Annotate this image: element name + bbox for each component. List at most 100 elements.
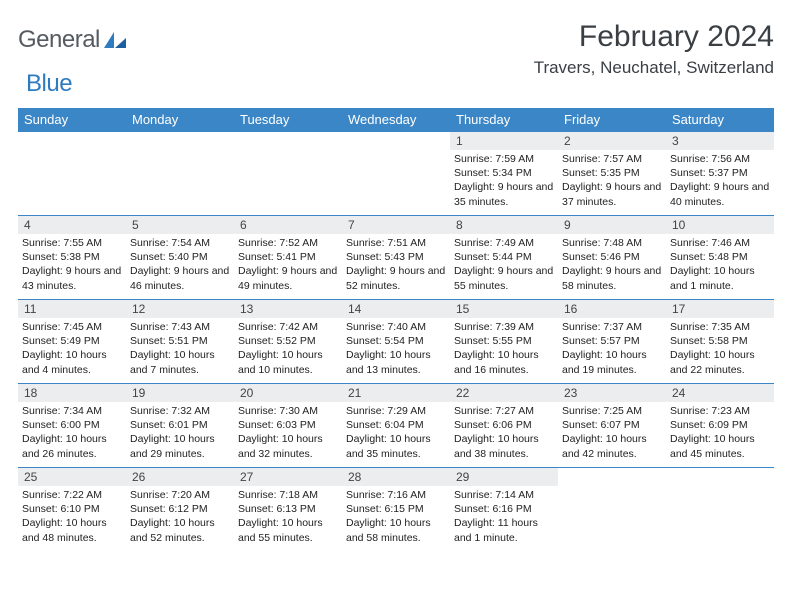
day-number: 9 — [558, 216, 666, 234]
day-number: 16 — [558, 300, 666, 318]
brand-name-2: Blue — [26, 70, 72, 98]
calendar-cell: 24Sunrise: 7:23 AMSunset: 6:09 PMDayligh… — [666, 384, 774, 468]
day-details: Sunrise: 7:48 AMSunset: 5:46 PMDaylight:… — [558, 234, 666, 297]
calendar-cell — [558, 468, 666, 552]
weekday-header: Tuesday — [234, 108, 342, 132]
calendar-cell: 3Sunrise: 7:56 AMSunset: 5:37 PMDaylight… — [666, 132, 774, 216]
calendar-cell — [666, 468, 774, 552]
day-details: Sunrise: 7:22 AMSunset: 6:10 PMDaylight:… — [18, 486, 126, 549]
day-details: Sunrise: 7:49 AMSunset: 5:44 PMDaylight:… — [450, 234, 558, 297]
day-details: Sunrise: 7:52 AMSunset: 5:41 PMDaylight:… — [234, 234, 342, 297]
day-number: 10 — [666, 216, 774, 234]
day-number: 2 — [558, 132, 666, 150]
day-details: Sunrise: 7:45 AMSunset: 5:49 PMDaylight:… — [18, 318, 126, 381]
day-details: Sunrise: 7:46 AMSunset: 5:48 PMDaylight:… — [666, 234, 774, 297]
calendar-cell: 2Sunrise: 7:57 AMSunset: 5:35 PMDaylight… — [558, 132, 666, 216]
day-details: Sunrise: 7:18 AMSunset: 6:13 PMDaylight:… — [234, 486, 342, 549]
day-details: Sunrise: 7:29 AMSunset: 6:04 PMDaylight:… — [342, 402, 450, 465]
day-details: Sunrise: 7:34 AMSunset: 6:00 PMDaylight:… — [18, 402, 126, 465]
calendar-cell: 18Sunrise: 7:34 AMSunset: 6:00 PMDayligh… — [18, 384, 126, 468]
day-number: 23 — [558, 384, 666, 402]
calendar-cell: 25Sunrise: 7:22 AMSunset: 6:10 PMDayligh… — [18, 468, 126, 552]
day-details: Sunrise: 7:23 AMSunset: 6:09 PMDaylight:… — [666, 402, 774, 465]
brand-name-1: General — [18, 26, 100, 54]
day-number: 13 — [234, 300, 342, 318]
day-number: 4 — [18, 216, 126, 234]
calendar-cell: 5Sunrise: 7:54 AMSunset: 5:40 PMDaylight… — [126, 216, 234, 300]
day-details: Sunrise: 7:20 AMSunset: 6:12 PMDaylight:… — [126, 486, 234, 549]
calendar-cell — [18, 132, 126, 216]
calendar-cell: 13Sunrise: 7:42 AMSunset: 5:52 PMDayligh… — [234, 300, 342, 384]
calendar-cell: 26Sunrise: 7:20 AMSunset: 6:12 PMDayligh… — [126, 468, 234, 552]
day-details: Sunrise: 7:56 AMSunset: 5:37 PMDaylight:… — [666, 150, 774, 213]
day-details: Sunrise: 7:54 AMSunset: 5:40 PMDaylight:… — [126, 234, 234, 297]
weekday-header: Sunday — [18, 108, 126, 132]
day-details: Sunrise: 7:32 AMSunset: 6:01 PMDaylight:… — [126, 402, 234, 465]
calendar-cell: 21Sunrise: 7:29 AMSunset: 6:04 PMDayligh… — [342, 384, 450, 468]
calendar-cell: 28Sunrise: 7:16 AMSunset: 6:15 PMDayligh… — [342, 468, 450, 552]
weekday-header: Monday — [126, 108, 234, 132]
calendar-body: 1Sunrise: 7:59 AMSunset: 5:34 PMDaylight… — [18, 132, 774, 552]
weekday-header: Saturday — [666, 108, 774, 132]
calendar-cell — [126, 132, 234, 216]
calendar-cell: 10Sunrise: 7:46 AMSunset: 5:48 PMDayligh… — [666, 216, 774, 300]
day-details: Sunrise: 7:43 AMSunset: 5:51 PMDaylight:… — [126, 318, 234, 381]
calendar-cell: 23Sunrise: 7:25 AMSunset: 6:07 PMDayligh… — [558, 384, 666, 468]
title-block: February 2024 Travers, Neuchatel, Switze… — [534, 20, 774, 78]
sail-icon — [102, 30, 128, 50]
day-number: 22 — [450, 384, 558, 402]
day-number: 8 — [450, 216, 558, 234]
page-title: February 2024 — [534, 20, 774, 54]
calendar-cell: 17Sunrise: 7:35 AMSunset: 5:58 PMDayligh… — [666, 300, 774, 384]
weekday-header: Wednesday — [342, 108, 450, 132]
day-number: 25 — [18, 468, 126, 486]
day-number: 1 — [450, 132, 558, 150]
day-number: 24 — [666, 384, 774, 402]
weekday-header: Friday — [558, 108, 666, 132]
day-details: Sunrise: 7:37 AMSunset: 5:57 PMDaylight:… — [558, 318, 666, 381]
day-number: 17 — [666, 300, 774, 318]
day-details: Sunrise: 7:35 AMSunset: 5:58 PMDaylight:… — [666, 318, 774, 381]
day-number: 14 — [342, 300, 450, 318]
calendar-cell: 11Sunrise: 7:45 AMSunset: 5:49 PMDayligh… — [18, 300, 126, 384]
calendar-cell: 8Sunrise: 7:49 AMSunset: 5:44 PMDaylight… — [450, 216, 558, 300]
calendar-cell — [234, 132, 342, 216]
calendar-cell: 12Sunrise: 7:43 AMSunset: 5:51 PMDayligh… — [126, 300, 234, 384]
day-number: 7 — [342, 216, 450, 234]
day-details: Sunrise: 7:27 AMSunset: 6:06 PMDaylight:… — [450, 402, 558, 465]
calendar-cell: 27Sunrise: 7:18 AMSunset: 6:13 PMDayligh… — [234, 468, 342, 552]
day-number: 12 — [126, 300, 234, 318]
day-details: Sunrise: 7:51 AMSunset: 5:43 PMDaylight:… — [342, 234, 450, 297]
day-details: Sunrise: 7:55 AMSunset: 5:38 PMDaylight:… — [18, 234, 126, 297]
day-number: 29 — [450, 468, 558, 486]
day-details: Sunrise: 7:39 AMSunset: 5:55 PMDaylight:… — [450, 318, 558, 381]
calendar-cell: 22Sunrise: 7:27 AMSunset: 6:06 PMDayligh… — [450, 384, 558, 468]
calendar-head: SundayMondayTuesdayWednesdayThursdayFrid… — [18, 108, 774, 132]
day-details: Sunrise: 7:57 AMSunset: 5:35 PMDaylight:… — [558, 150, 666, 213]
day-details: Sunrise: 7:30 AMSunset: 6:03 PMDaylight:… — [234, 402, 342, 465]
day-details: Sunrise: 7:40 AMSunset: 5:54 PMDaylight:… — [342, 318, 450, 381]
day-details: Sunrise: 7:14 AMSunset: 6:16 PMDaylight:… — [450, 486, 558, 549]
day-details: Sunrise: 7:25 AMSunset: 6:07 PMDaylight:… — [558, 402, 666, 465]
calendar-cell: 19Sunrise: 7:32 AMSunset: 6:01 PMDayligh… — [126, 384, 234, 468]
weekday-header: Thursday — [450, 108, 558, 132]
day-number: 19 — [126, 384, 234, 402]
calendar-cell: 6Sunrise: 7:52 AMSunset: 5:41 PMDaylight… — [234, 216, 342, 300]
day-number: 26 — [126, 468, 234, 486]
calendar-cell: 14Sunrise: 7:40 AMSunset: 5:54 PMDayligh… — [342, 300, 450, 384]
calendar-cell: 9Sunrise: 7:48 AMSunset: 5:46 PMDaylight… — [558, 216, 666, 300]
calendar-cell: 1Sunrise: 7:59 AMSunset: 5:34 PMDaylight… — [450, 132, 558, 216]
day-number: 21 — [342, 384, 450, 402]
calendar-cell: 4Sunrise: 7:55 AMSunset: 5:38 PMDaylight… — [18, 216, 126, 300]
day-number: 11 — [18, 300, 126, 318]
day-number: 15 — [450, 300, 558, 318]
day-details: Sunrise: 7:42 AMSunset: 5:52 PMDaylight:… — [234, 318, 342, 381]
brand-logo: General — [18, 20, 130, 54]
day-number: 5 — [126, 216, 234, 234]
day-number: 28 — [342, 468, 450, 486]
calendar-table: SundayMondayTuesdayWednesdayThursdayFrid… — [18, 108, 774, 552]
calendar-cell: 15Sunrise: 7:39 AMSunset: 5:55 PMDayligh… — [450, 300, 558, 384]
day-number: 3 — [666, 132, 774, 150]
day-number: 18 — [18, 384, 126, 402]
day-number: 20 — [234, 384, 342, 402]
